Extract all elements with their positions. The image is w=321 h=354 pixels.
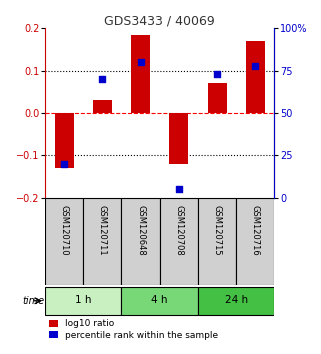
Point (62, 161, 67, 167)
Text: time: time (23, 296, 45, 306)
Bar (121, 198, 160, 285)
Text: GSM120648: GSM120648 (136, 205, 145, 256)
Bar (121, 287, 198, 315)
Text: GSM120710: GSM120710 (60, 205, 69, 256)
Title: GDS3433 / 40069: GDS3433 / 40069 (104, 14, 215, 27)
Bar (236, 198, 274, 285)
Bar (198, 287, 274, 315)
Bar (55, 113, 74, 168)
Bar (45, 198, 83, 285)
Point (176, 187, 181, 192)
Bar (169, 113, 188, 164)
Text: GSM120716: GSM120716 (251, 205, 260, 256)
Legend: log10 ratio, percentile rank within the sample: log10 ratio, percentile rank within the … (49, 319, 218, 339)
Bar (246, 41, 265, 113)
Bar (45, 287, 121, 315)
Bar (93, 101, 112, 113)
Text: 4 h: 4 h (152, 295, 168, 305)
Point (100, 76, 105, 82)
Text: GSM120711: GSM120711 (98, 205, 107, 256)
Bar (160, 198, 198, 285)
Point (214, 71, 220, 77)
Text: 24 h: 24 h (225, 295, 248, 305)
Bar (198, 198, 236, 285)
Text: 1 h: 1 h (75, 295, 91, 305)
Bar (83, 198, 121, 285)
Text: GSM120708: GSM120708 (174, 205, 183, 256)
Bar (131, 35, 150, 113)
Bar (207, 84, 227, 113)
Text: GSM120715: GSM120715 (213, 205, 221, 256)
Point (138, 59, 143, 65)
Point (253, 63, 258, 68)
